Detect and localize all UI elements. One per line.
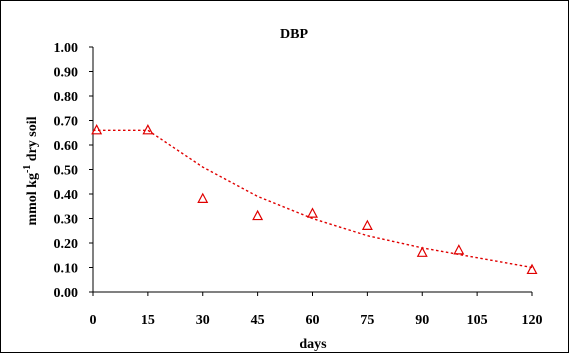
y-tick-label: 0.40 <box>54 188 79 203</box>
x-tick-label: 105 <box>467 313 488 328</box>
data-point <box>142 124 154 135</box>
x-tick-label: 120 <box>522 313 543 328</box>
data-point <box>453 244 465 255</box>
x-tick-label: 30 <box>196 313 210 328</box>
x-tick-label: 45 <box>251 313 265 328</box>
y-tick-label: 0.20 <box>54 237 79 252</box>
x-tick-label: 60 <box>306 313 320 328</box>
y-tick-label: 1.00 <box>54 41 79 56</box>
trend-line <box>93 129 533 269</box>
x-tick-label: 90 <box>415 313 429 328</box>
data-point <box>252 209 264 221</box>
y-tick-label: 0.60 <box>54 139 79 154</box>
data-points <box>91 124 538 275</box>
y-tick-label: 0.80 <box>54 90 79 105</box>
data-point <box>197 192 209 203</box>
y-axis-label-superscript: -1 <box>22 165 33 173</box>
chart-title: DBP <box>280 27 308 42</box>
x-axis-label: days <box>299 337 327 352</box>
data-point <box>307 207 318 218</box>
y-tick-label: 0.70 <box>54 115 79 130</box>
data-point <box>416 246 428 257</box>
y-tick-label: 0.30 <box>54 213 79 228</box>
y-tick-label: 0.10 <box>54 262 79 277</box>
data-point <box>526 263 538 275</box>
y-axis-label: mmol kg-1 dry soil <box>22 116 40 225</box>
y-axis-label-main: mmol kg <box>25 173 40 226</box>
y-tick-label: 0.50 <box>54 164 79 179</box>
x-tick-label: 75 <box>360 313 374 328</box>
fit-line-group <box>93 129 533 269</box>
y-tick-label: 0.90 <box>54 66 79 81</box>
y-axis-label-rest: dry soil <box>25 116 40 164</box>
ticks: 0.00 0.10 0.20 0.30 0.40 0.50 0.60 0.70 0.80 0.90… <box>54 41 543 328</box>
data-point <box>361 219 373 230</box>
data-point <box>91 124 103 135</box>
x-tick-label: 0 <box>90 313 97 328</box>
y-tick-label: 0.00 <box>54 286 79 301</box>
x-tick-label: 15 <box>141 313 155 328</box>
